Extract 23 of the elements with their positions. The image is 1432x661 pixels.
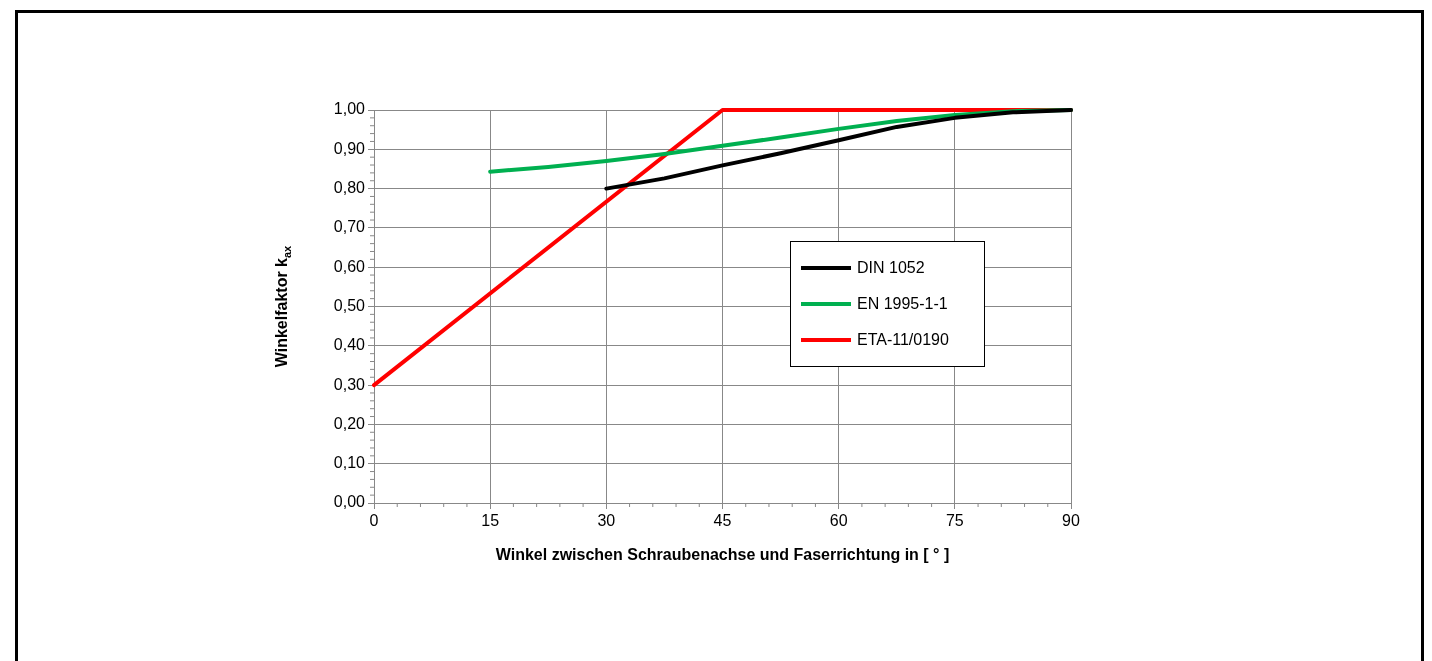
y-tick-label: 0,90 (333, 139, 366, 157)
x-axis-title: Winkel zwischen Schraubenachse und Faserrichtung in [ ° ] (495, 545, 950, 563)
legend-label: ETA-11/0190 (857, 331, 949, 349)
x-tick-label: 30 (597, 512, 616, 530)
x-tick-label: 45 (713, 512, 732, 530)
y-tick-label: 1,00 (333, 100, 366, 118)
y-tick-label: 0,70 (333, 218, 366, 236)
y-tick-label: 0,80 (333, 179, 366, 197)
x-tick-label: 15 (481, 512, 500, 530)
y-tick-label: 0,20 (333, 414, 366, 432)
legend-label: EN 1995-1-1 (857, 295, 948, 313)
x-tick-label: 60 (829, 512, 848, 530)
y-axis-title: Winkelfaktor kax (273, 244, 294, 368)
x-tick-label: 0 (369, 512, 379, 530)
x-tick-label: 75 (945, 512, 964, 530)
x-tick-label: 90 (1062, 512, 1080, 530)
legend-label: DIN 1052 (857, 259, 925, 277)
y-tick-label: 0,00 (333, 493, 366, 511)
y-tick-label: 0,30 (333, 375, 366, 393)
y-tick-label: 0,40 (333, 336, 366, 354)
y-tick-label: 0,50 (333, 296, 366, 314)
y-tick-label: 0,60 (333, 257, 366, 275)
y-tick-label: 0,10 (333, 454, 366, 472)
